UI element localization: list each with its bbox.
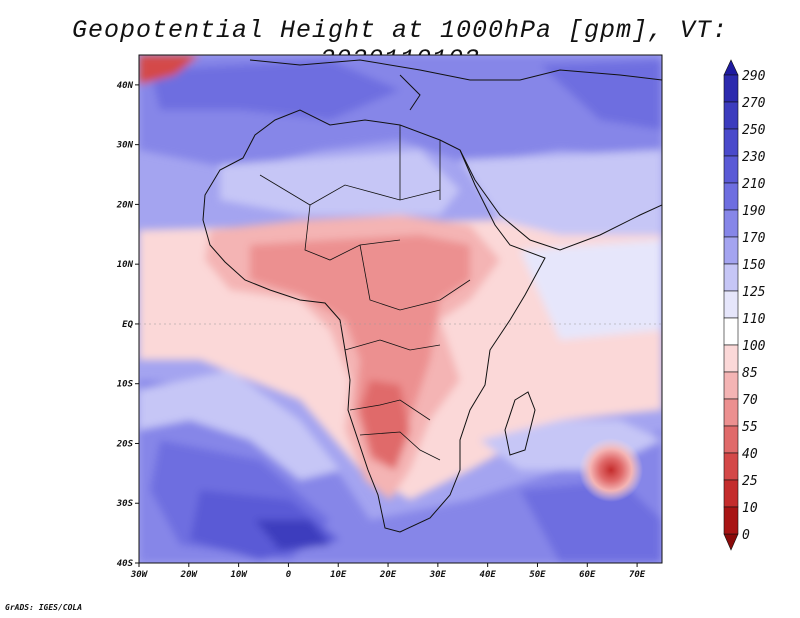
borders xyxy=(259,125,471,461)
axis-ticks: 30W 20W 10W 0 10E 20E 30E 40E 50E 60E 70E 40N 30N 20N… xyxy=(116,81,646,580)
colorbar: 2902702502302101901701501251101008570554… xyxy=(723,59,766,551)
colorbar-segment xyxy=(723,317,739,346)
colorbar-label: 100 xyxy=(742,339,766,354)
lon-tick-label: 50E xyxy=(529,570,546,580)
colorbar-segment xyxy=(723,236,739,265)
lon-tick-label: 30W xyxy=(130,570,149,580)
colorbar-label: 250 xyxy=(742,123,766,138)
lat-tick-label: 20N xyxy=(116,200,134,210)
colorbar-segment xyxy=(723,452,739,481)
colorbar-label: 70 xyxy=(742,393,758,408)
colorbar-label: 85 xyxy=(742,366,758,381)
lat-tick-label: 20S xyxy=(116,439,134,449)
lon-tick-label: 10W xyxy=(230,570,248,580)
lon-tick-label: 30E xyxy=(429,570,447,580)
colorbar-segment xyxy=(723,344,739,373)
colorbar-segment xyxy=(723,398,739,427)
colorbar-label: 150 xyxy=(742,258,766,273)
lat-tick-label: EQ xyxy=(122,320,133,330)
height-field xyxy=(139,55,662,563)
lat-tick-label: 10N xyxy=(117,260,134,270)
colorbar-segment xyxy=(723,128,739,157)
lon-tick-label: 20W xyxy=(180,570,199,580)
lon-tick-label: 40E xyxy=(480,570,497,580)
lon-tick-label: 60E xyxy=(579,570,596,580)
lat-tick-label: 10S xyxy=(117,380,134,390)
lon-tick-label: 10E xyxy=(330,570,347,580)
colorbar-label: 0 xyxy=(742,528,750,543)
lon-tick-label: 70E xyxy=(629,570,646,580)
colorbar-label: 40 xyxy=(742,447,758,462)
map-frame xyxy=(138,54,663,564)
colorbar-label: 290 xyxy=(742,69,766,84)
colorbar-label: 230 xyxy=(742,150,766,165)
lat-tick-label: 40S xyxy=(117,559,134,569)
colorbar-segment xyxy=(723,182,739,211)
colorbar-segment xyxy=(723,371,739,400)
lat-tick-label: 30S xyxy=(116,499,134,509)
lat-tick-label: 30N xyxy=(116,141,134,151)
colorbar-label: 170 xyxy=(742,231,766,246)
colorbar-segment xyxy=(723,479,739,508)
colorbar-segment xyxy=(723,209,739,238)
colorbar-segment xyxy=(723,290,739,319)
colorbar-label: 270 xyxy=(742,96,766,111)
colorbar-segment xyxy=(723,425,739,454)
colorbar-label: 190 xyxy=(742,204,766,219)
colorbar-label: 110 xyxy=(742,312,766,327)
grads-credit: GrADS: IGES/COLA xyxy=(5,603,83,612)
colorbar-label: 210 xyxy=(742,177,766,192)
colorbar-segment xyxy=(723,101,739,130)
colorbar-label: 25 xyxy=(742,474,758,489)
colorbar-label: 125 xyxy=(742,285,766,300)
colorbar-segment xyxy=(723,506,739,535)
colorbar-segment xyxy=(723,263,739,292)
colorbar-segment xyxy=(723,155,739,184)
lat-tick-label: 40N xyxy=(117,81,134,91)
lon-tick-label: 20E xyxy=(379,570,397,580)
colorbar-segment xyxy=(723,74,739,103)
colorbar-label: 55 xyxy=(742,420,758,435)
lon-tick-label: 0 xyxy=(286,570,292,580)
colorbar-label: 10 xyxy=(742,501,758,516)
coastlines xyxy=(202,59,662,533)
